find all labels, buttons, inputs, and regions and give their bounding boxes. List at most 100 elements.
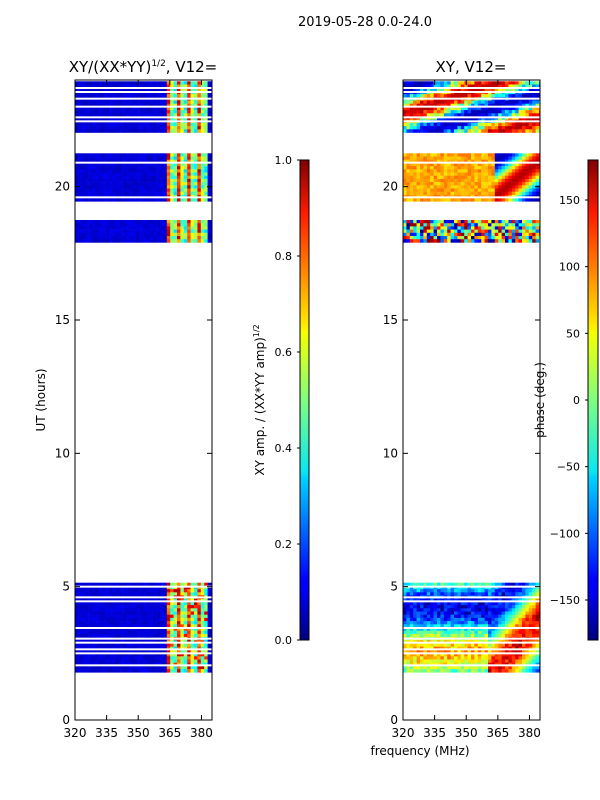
amp-cell: [190, 162, 195, 167]
amp-colorbar-tick-label: 1.0: [275, 154, 293, 167]
amp-cell: [163, 649, 168, 654]
amp-cell: [187, 103, 191, 108]
amp-cell: [112, 87, 117, 92]
amp-cell: [160, 169, 164, 173]
amp-cell: [177, 621, 181, 625]
phase-cell: [443, 188, 448, 192]
amp-cell: [115, 665, 120, 670]
amp-cell: [129, 223, 134, 227]
amp-cell: [194, 178, 198, 183]
amp-cell: [105, 236, 110, 240]
amp-cell: [156, 630, 161, 635]
phase-cell: [406, 630, 411, 635]
phase-cell: [515, 87, 519, 92]
phase-cell: [457, 232, 462, 237]
amp-cell: [119, 621, 123, 625]
phase-cell: [505, 169, 509, 173]
phase-cell: [532, 198, 536, 202]
phase-cell: [505, 665, 509, 670]
amp-cell: [122, 633, 127, 638]
amp-cell: [197, 106, 202, 111]
amp-cell: [156, 627, 161, 631]
phase-cell: [406, 582, 411, 587]
phase-cell: [437, 633, 441, 638]
amp-cell: [129, 601, 134, 606]
phase-cell: [515, 630, 519, 635]
amp-cell: [78, 649, 83, 654]
amp-cell: [115, 178, 120, 183]
amp-cell: [85, 94, 89, 98]
amp-cell: [160, 178, 164, 183]
phase-cell: [518, 175, 523, 180]
phase-cell: [420, 601, 424, 606]
phase-cell: [488, 665, 492, 670]
phase-cell: [409, 239, 414, 243]
phase-cell: [491, 665, 496, 670]
amp-cell: [200, 229, 205, 234]
phase-cell: [535, 605, 540, 609]
phase-cell: [471, 605, 475, 609]
phase-cell: [447, 669, 451, 673]
phase-cell: [484, 223, 489, 227]
amp-cell: [102, 614, 106, 619]
amp-cell: [177, 653, 181, 657]
amp-cell: [163, 110, 168, 114]
phase-cell: [535, 630, 540, 635]
phase-cell: [494, 659, 499, 663]
amp-cell: [109, 103, 113, 108]
amp-cell: [102, 582, 106, 587]
phase-cell: [488, 182, 492, 186]
amp-cell: [180, 592, 185, 596]
phase-cell: [484, 601, 489, 606]
phase-cell: [416, 656, 421, 660]
phase-cell: [508, 229, 513, 234]
phase-cell: [491, 87, 496, 92]
amp-cell: [129, 665, 134, 670]
phase-cell: [484, 229, 489, 234]
amp-cell: [88, 627, 93, 631]
amp-cell: [149, 608, 154, 612]
amp-cell: [194, 627, 198, 631]
amp-cell: [146, 611, 151, 615]
amp-cell: [207, 126, 212, 130]
amp-cell: [119, 630, 123, 635]
amp-cell: [126, 198, 130, 202]
amp-cell: [173, 129, 178, 133]
phase-cell: [447, 182, 451, 186]
amp-cell: [146, 185, 151, 189]
amp-cell: [78, 656, 83, 660]
amp-cell: [105, 669, 110, 673]
phase-cell: [522, 84, 526, 88]
amp-cell: [109, 100, 113, 104]
amp-cell: [194, 198, 198, 202]
amp-cell: [146, 153, 151, 157]
amp-cell: [119, 601, 123, 606]
phase-cell: [413, 198, 417, 202]
phase-cell: [467, 226, 472, 230]
phase-cell: [474, 159, 479, 164]
amp-cell: [119, 87, 123, 92]
phase-cell: [518, 633, 523, 638]
amp-cell: [149, 103, 154, 108]
phase-cell: [508, 656, 513, 660]
amp-cell: [139, 175, 144, 180]
phase-cell: [433, 182, 438, 186]
phase-cell: [481, 624, 485, 628]
phase-cell: [447, 223, 451, 227]
phase-cell: [518, 191, 523, 196]
amp-cell: [98, 84, 103, 88]
amp-cell: [139, 621, 144, 625]
amp-cell: [105, 185, 110, 189]
phase-cell: [406, 185, 411, 189]
amp-cell: [173, 169, 178, 173]
phase-cell: [532, 592, 536, 596]
phase-cell: [518, 589, 523, 593]
amp-cell: [98, 191, 103, 196]
amp-cell: [204, 126, 208, 130]
amp-cell: [163, 608, 168, 612]
phase-cell: [403, 220, 407, 224]
amp-cell: [112, 100, 117, 104]
amp-cell: [153, 614, 157, 619]
